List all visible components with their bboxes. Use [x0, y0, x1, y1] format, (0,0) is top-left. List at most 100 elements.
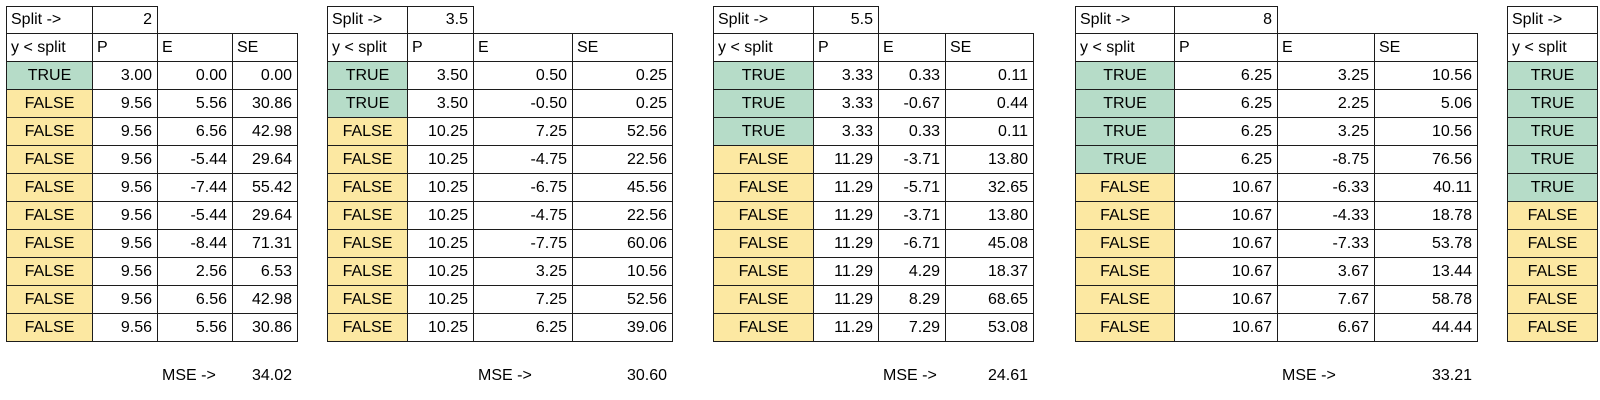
se-cell: 53.78 — [1374, 229, 1478, 258]
split-table-group: Split -> 5.5 y < split P E SE TRUE 3.33 0.33 0.11… — [713, 6, 1034, 390]
flag-cell: FALSE — [327, 257, 408, 286]
table-row: FALSE 10.25 -7.75 60.06 — [327, 229, 673, 258]
se-cell: 10.56 — [1374, 117, 1478, 146]
e-cell: 3.25 — [1277, 61, 1375, 90]
se-cell: 42.98 — [232, 117, 298, 146]
table-row: FALSE 10.67 -6.33 40.11 — [1075, 173, 1478, 202]
e-cell: -4.75 — [473, 145, 573, 174]
p-cell: 10.25 — [407, 117, 474, 146]
e-cell: 3.25 — [1277, 117, 1375, 146]
se-cell: 22.56 — [572, 201, 673, 230]
split-table: Split -> 2 y < split P E SE TRUE 3.00 0.00 0.00 FA… — [6, 6, 298, 342]
p-cell: 9.56 — [92, 117, 158, 146]
split-row: Split -> 5.5 — [713, 6, 1034, 34]
flag-cell: FALSE — [1075, 201, 1175, 230]
flag-cell: TRUE — [1075, 61, 1175, 90]
column-header-row: y < split P E SE — [1075, 33, 1478, 62]
p-cell: 10.67 — [1174, 285, 1278, 314]
e-cell: 0.33 — [878, 117, 946, 146]
se-cell: 71.31 — [232, 229, 298, 258]
table-row: FALSE 11.29 -6.71 45.08 — [713, 229, 1034, 258]
se-cell: 68.65 — [945, 285, 1034, 314]
table-row: TRUE — [1507, 89, 1598, 118]
mse-label: MSE -> — [162, 367, 216, 384]
p-cell: 11.29 — [813, 145, 879, 174]
column-header-cell: y < split — [1075, 33, 1175, 62]
split-label-cell: Split -> — [327, 6, 408, 34]
flag-cell: FALSE — [713, 285, 814, 314]
split-value-cell: 3.5 — [407, 6, 474, 34]
split-row: Split -> 3.5 — [327, 6, 673, 34]
flag-cell: FALSE — [1507, 257, 1598, 286]
e-cell: -7.75 — [473, 229, 573, 258]
column-header-row: y < split P E SE — [6, 33, 298, 62]
e-cell: 2.56 — [157, 257, 233, 286]
column-header-row: y < split — [1507, 33, 1598, 62]
flag-cell: FALSE — [6, 285, 93, 314]
se-cell: 30.86 — [232, 313, 298, 342]
table-row: FALSE 11.29 7.29 53.08 — [713, 313, 1034, 342]
column-header-cell: y < split — [327, 33, 408, 62]
table-row: FALSE 11.29 -5.71 32.65 — [713, 173, 1034, 202]
p-cell: 9.56 — [92, 229, 158, 258]
p-cell: 10.67 — [1174, 313, 1278, 342]
e-cell: -4.33 — [1277, 201, 1375, 230]
flag-cell: TRUE — [1075, 145, 1175, 174]
e-cell: 5.56 — [157, 89, 233, 118]
e-cell: -5.44 — [157, 145, 233, 174]
e-cell: -7.33 — [1277, 229, 1375, 258]
flag-cell: FALSE — [6, 229, 93, 258]
empty-area — [473, 6, 673, 34]
se-cell: 0.00 — [232, 61, 298, 90]
se-cell: 60.06 — [572, 229, 673, 258]
table-row: FALSE 9.56 5.56 30.86 — [6, 89, 298, 118]
empty-area — [157, 6, 298, 34]
flag-cell: TRUE — [1075, 117, 1175, 146]
flag-cell: FALSE — [713, 313, 814, 342]
table-row: FALSE 10.25 -4.75 22.56 — [327, 201, 673, 230]
table-row: FALSE 9.56 2.56 6.53 — [6, 257, 298, 286]
table-row: TRUE 3.50 -0.50 0.25 — [327, 89, 673, 118]
mse-row: MSE -> 30.60 — [327, 362, 673, 390]
mse-value: 34.02 — [251, 367, 292, 384]
se-cell: 18.37 — [945, 257, 1034, 286]
split-label-cell: Split -> — [1075, 6, 1175, 34]
split-label-cell: Split -> — [1507, 6, 1598, 34]
p-cell: 9.56 — [92, 285, 158, 314]
se-cell: 10.56 — [1374, 61, 1478, 90]
flag-cell: FALSE — [6, 201, 93, 230]
column-header-cell: E — [157, 33, 233, 62]
flag-cell: FALSE — [6, 257, 93, 286]
column-header-cell: SE — [945, 33, 1034, 62]
flag-cell: FALSE — [1075, 313, 1175, 342]
e-cell: -0.50 — [473, 89, 573, 118]
p-cell: 10.67 — [1174, 257, 1278, 286]
split-table: Split -> y < split TRUE TRUE TRUE TRUE TRUE FAL… — [1507, 6, 1598, 342]
p-cell: 11.29 — [813, 229, 879, 258]
p-cell: 11.29 — [813, 201, 879, 230]
table-row: FALSE 10.67 -7.33 53.78 — [1075, 229, 1478, 258]
p-cell: 9.56 — [92, 201, 158, 230]
e-cell: 3.67 — [1277, 257, 1375, 286]
p-cell: 3.33 — [813, 117, 879, 146]
e-cell: -5.44 — [157, 201, 233, 230]
se-cell: 44.44 — [1374, 313, 1478, 342]
mse-value: 24.61 — [987, 367, 1028, 384]
table-row: FALSE 9.56 6.56 42.98 — [6, 285, 298, 314]
e-cell: 5.56 — [157, 313, 233, 342]
flag-cell: FALSE — [327, 201, 408, 230]
split-table: Split -> 5.5 y < split P E SE TRUE 3.33 0.33 0.11… — [713, 6, 1034, 342]
se-cell: 0.44 — [945, 89, 1034, 118]
flag-cell: FALSE — [1075, 257, 1175, 286]
p-cell: 11.29 — [813, 257, 879, 286]
flag-cell: TRUE — [1507, 173, 1598, 202]
se-cell: 0.25 — [572, 89, 673, 118]
p-cell: 10.67 — [1174, 173, 1278, 202]
flag-cell: TRUE — [327, 61, 408, 90]
table-row: FALSE — [1507, 229, 1598, 258]
p-cell: 10.25 — [407, 173, 474, 202]
se-cell: 45.08 — [945, 229, 1034, 258]
table-row: FALSE 10.67 -4.33 18.78 — [1075, 201, 1478, 230]
p-cell: 6.25 — [1174, 89, 1278, 118]
e-cell: 3.25 — [473, 257, 573, 286]
